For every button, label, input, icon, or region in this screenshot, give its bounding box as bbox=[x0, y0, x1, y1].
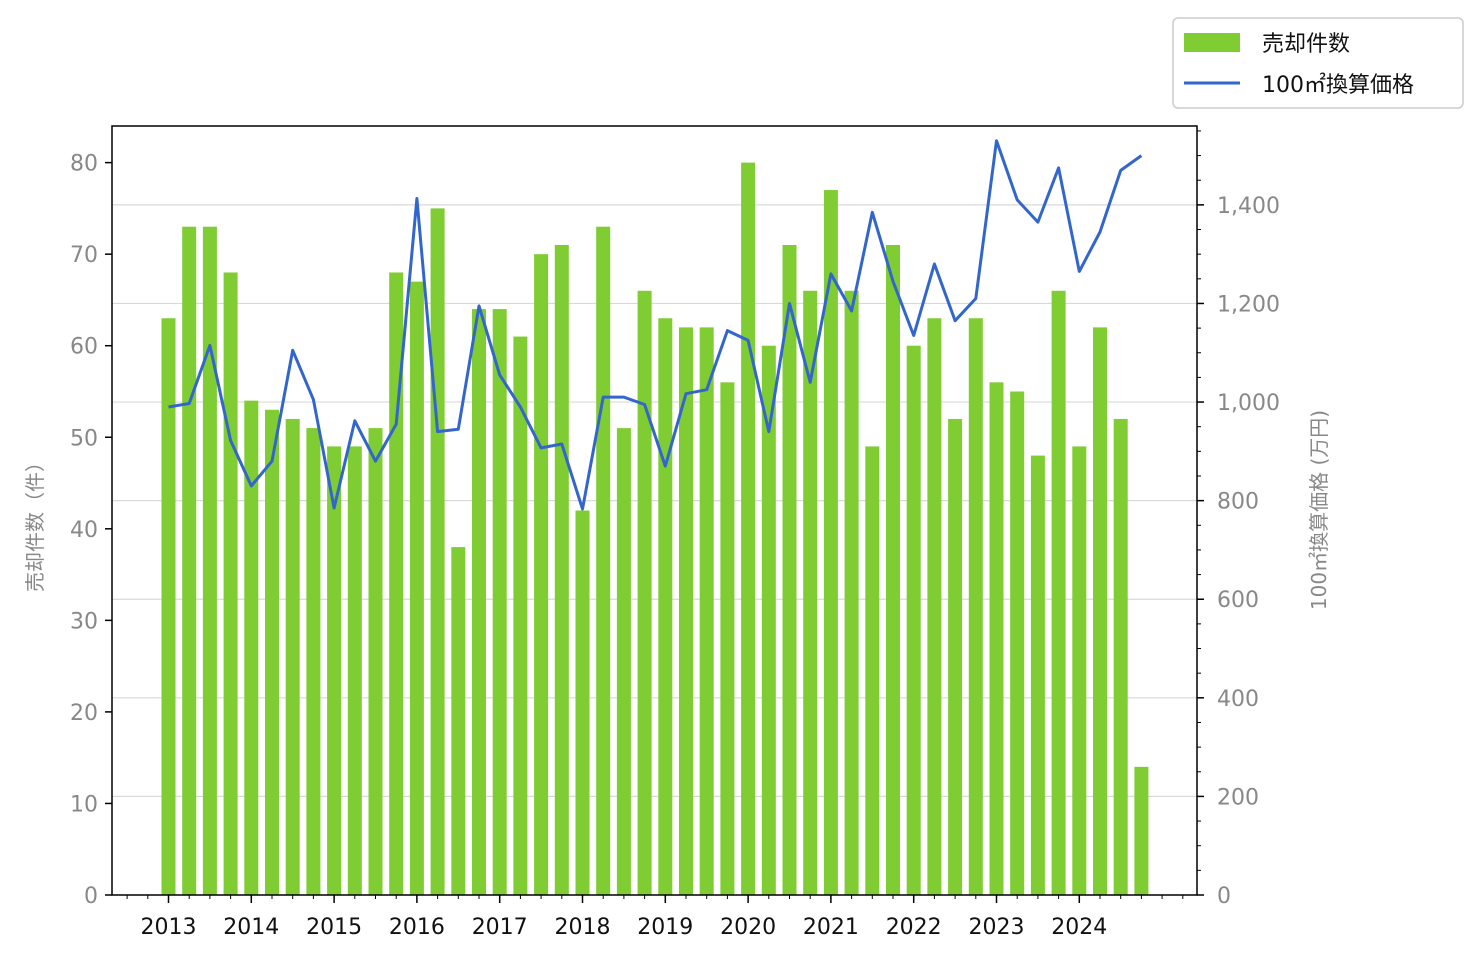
bar bbox=[534, 254, 549, 895]
y-axis-left-title: 売却件数（件） bbox=[23, 452, 47, 592]
bar bbox=[202, 226, 217, 895]
right-tick-label: 800 bbox=[1217, 490, 1259, 515]
bar bbox=[761, 345, 776, 895]
bar bbox=[182, 226, 197, 895]
left-tick-label: 40 bbox=[70, 518, 98, 543]
legend-label-line: 100㎡換算価格 bbox=[1262, 72, 1414, 98]
left-tick-label: 50 bbox=[70, 426, 98, 451]
x-tick-label: 2023 bbox=[969, 915, 1025, 940]
x-tick-label: 2020 bbox=[720, 915, 776, 940]
bar bbox=[347, 446, 362, 895]
bar bbox=[886, 245, 900, 895]
bar bbox=[1072, 446, 1087, 895]
bar bbox=[223, 272, 238, 895]
bar bbox=[823, 190, 838, 896]
right-tick-label: 0 bbox=[1217, 884, 1231, 909]
left-tick-label: 10 bbox=[70, 792, 98, 817]
x-tick-label: 2015 bbox=[306, 915, 362, 940]
bar bbox=[1134, 766, 1149, 895]
bar bbox=[451, 547, 466, 895]
bar bbox=[803, 290, 818, 895]
right-tick-label: 600 bbox=[1217, 588, 1259, 613]
right-tick-label: 1,200 bbox=[1217, 292, 1280, 317]
bar bbox=[1010, 391, 1025, 895]
left-tick-label: 0 bbox=[84, 884, 98, 909]
bar bbox=[658, 318, 673, 895]
right-tick-label: 200 bbox=[1217, 785, 1259, 810]
x-tick-label: 2018 bbox=[555, 915, 611, 940]
bar bbox=[968, 318, 983, 895]
bar bbox=[492, 309, 507, 896]
bar bbox=[1030, 455, 1045, 895]
bar bbox=[741, 162, 756, 896]
bar bbox=[1093, 327, 1107, 895]
tick-labels: 0102030405060708002004006008001,0001,200… bbox=[70, 152, 1280, 940]
bar-series bbox=[161, 162, 1149, 896]
bar bbox=[927, 318, 942, 895]
bar bbox=[906, 345, 921, 895]
right-tick-label: 1,400 bbox=[1217, 194, 1280, 219]
bar bbox=[865, 446, 880, 895]
bar bbox=[265, 409, 279, 895]
bar bbox=[679, 327, 693, 895]
left-tick-label: 80 bbox=[70, 152, 98, 177]
bar bbox=[161, 318, 176, 895]
bar bbox=[637, 290, 652, 895]
legend-label-bars: 売却件数 bbox=[1262, 32, 1350, 57]
left-tick-label: 30 bbox=[70, 609, 98, 634]
bar bbox=[1113, 418, 1128, 895]
legend-bar-swatch bbox=[1184, 33, 1240, 52]
bar bbox=[575, 510, 590, 895]
left-tick-label: 60 bbox=[70, 335, 98, 360]
bar bbox=[720, 382, 735, 895]
right-tick-label: 1,000 bbox=[1217, 391, 1280, 416]
left-tick-label: 20 bbox=[70, 701, 98, 726]
bar bbox=[596, 226, 611, 895]
bar bbox=[1051, 290, 1066, 895]
bar bbox=[699, 327, 714, 895]
line-series bbox=[168, 139, 1143, 511]
bar bbox=[513, 336, 528, 895]
bar bbox=[327, 446, 342, 895]
price-line bbox=[168, 139, 1143, 511]
x-tick-label: 2019 bbox=[637, 915, 693, 940]
x-tick-label: 2021 bbox=[803, 915, 859, 940]
x-tick-label: 2024 bbox=[1051, 915, 1107, 940]
x-tick-label: 2016 bbox=[389, 915, 445, 940]
bar bbox=[409, 281, 424, 895]
x-tick-label: 2013 bbox=[141, 915, 197, 940]
bar bbox=[306, 428, 321, 895]
bar bbox=[844, 290, 859, 895]
legend-frame bbox=[1172, 17, 1464, 109]
bar bbox=[989, 382, 1004, 895]
right-tick-label: 400 bbox=[1217, 687, 1259, 712]
bar bbox=[948, 418, 963, 895]
bar bbox=[782, 245, 797, 895]
bar bbox=[285, 418, 300, 895]
legend: 売却件数 100㎡換算価格 bbox=[1172, 17, 1464, 109]
plot-frame bbox=[111, 125, 1198, 896]
left-tick-label: 70 bbox=[70, 243, 98, 268]
axes bbox=[105, 125, 1204, 903]
bar bbox=[616, 428, 631, 895]
bar bbox=[554, 245, 569, 895]
bar bbox=[244, 400, 259, 895]
bar bbox=[430, 208, 445, 896]
x-tick-label: 2014 bbox=[223, 915, 279, 940]
x-tick-label: 2022 bbox=[886, 915, 942, 940]
y-axis-right-title: 100㎡換算価格 (万円) bbox=[1307, 410, 1331, 610]
bar bbox=[368, 428, 383, 895]
bar bbox=[472, 309, 486, 896]
x-tick-label: 2017 bbox=[472, 915, 528, 940]
